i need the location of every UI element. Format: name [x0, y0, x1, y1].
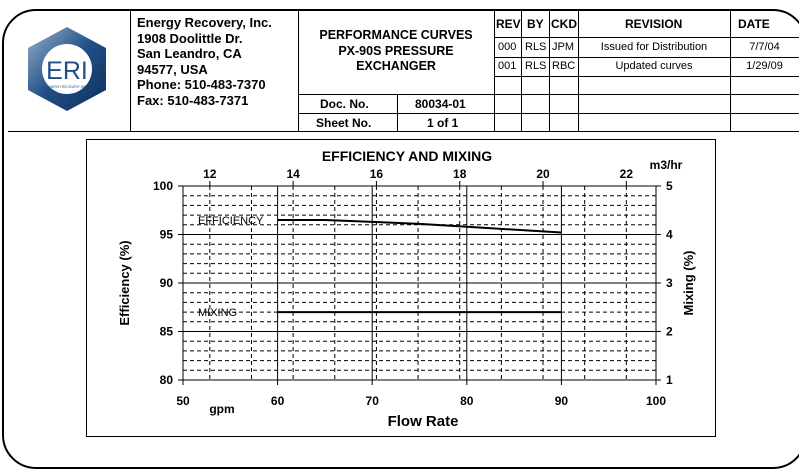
rev-row-rev: 000 [498, 41, 517, 53]
x-tick-label: 80 [460, 394, 474, 408]
company-phone: Phone: 510-483-7370 [137, 77, 266, 93]
rev-table-line [494, 37, 799, 38]
y-tick-label: 100 [153, 179, 173, 193]
company-info: Energy Recovery, Inc. 1908 Doolittle Dr.… [137, 15, 272, 109]
rev-header-date: DATE [738, 17, 770, 31]
rev-row-ckd: RBC [552, 60, 576, 72]
rev-row-description: Issued for Distribution [600, 41, 708, 53]
doc-no-label: Doc. No. [320, 97, 369, 111]
rev-header-rev: REV [496, 17, 521, 31]
sheet-no-label: Sheet No. [316, 116, 372, 130]
rev-table-line [494, 76, 799, 77]
rev-header-by: BY [527, 17, 544, 31]
x2-axis-unit: m3/hr [650, 158, 683, 172]
rev-header-ckd: CKD [551, 17, 577, 31]
sheet-no-value: 1 of 1 [427, 116, 459, 130]
header-divider [397, 94, 398, 131]
header-bottom-line [8, 131, 799, 132]
document-title: PERFORMANCE CURVES PX-90S PRESSURE EXCHA… [298, 28, 494, 75]
header-divider [494, 11, 495, 131]
rev-row-by: RLS [525, 41, 547, 53]
rev-header-revision: REVISION [625, 17, 683, 31]
chart-grid [182, 185, 657, 381]
rev-table-line [494, 113, 799, 114]
company-address-line2: San Leandro, CA [137, 46, 242, 62]
rev-row-date: 7/7/04 [749, 41, 780, 53]
rev-row-rev: 001 [498, 60, 517, 72]
efficiency-line [277, 218, 562, 234]
rev-table-line [521, 11, 522, 131]
company-address-line1: 1908 Doolittle Dr. [137, 30, 243, 46]
rev-row-by: RLS [525, 60, 547, 72]
document-title-line2: PX-90S PRESSURE [338, 43, 454, 58]
mixing-series-label: MIXING [198, 307, 237, 319]
doc-table-line [298, 113, 494, 114]
company-name: Energy Recovery, Inc. [137, 15, 272, 30]
rev-row-date: 1/29/09 [746, 60, 783, 72]
y2-tick-label: 4 [666, 228, 673, 242]
y-tick-label: 90 [160, 276, 174, 290]
document-title-line3: EXCHANGER [356, 59, 436, 73]
y-tick-label: 85 [160, 325, 174, 339]
rev-table-line [730, 11, 731, 131]
company-fax: Fax: 510-483-7371 [137, 92, 249, 108]
logo-text: ERI [46, 57, 88, 85]
y-tick-label: 95 [160, 228, 174, 242]
x-axis-label: Flow Rate [388, 413, 459, 430]
y2-tick-label: 2 [666, 325, 673, 339]
y2-tick-label: 5 [666, 179, 673, 193]
x2-tick-label: 22 [620, 167, 634, 181]
doc-no-value: 80034-01 [415, 97, 466, 111]
x2-tick-label: 12 [203, 167, 217, 181]
logo-subtext: ENERGY RECOVERY INC [48, 85, 87, 89]
rev-table-line [549, 11, 550, 131]
rev-row-description: Updated curves [615, 60, 693, 72]
y2-tick-label: 1 [666, 373, 673, 387]
y-tick-label: 80 [160, 373, 174, 387]
rev-row-ckd: JPM [552, 41, 574, 53]
x2-tick-label: 18 [453, 167, 467, 181]
x-axis-unit: gpm [209, 402, 234, 416]
document-title-line1: PERFORMANCE CURVES [319, 28, 473, 42]
doc-table-line [298, 94, 494, 95]
y2-axis-label: Mixing (%) [681, 251, 696, 316]
eri-logo: ERI ENERGY RECOVERY INC [28, 27, 106, 111]
x-tick-label: 50 [176, 394, 190, 408]
x2-tick-label: 20 [536, 167, 550, 181]
x2-tick-label: 16 [370, 167, 384, 181]
y-axis-label: Efficiency (%) [117, 240, 132, 325]
chart-title: EFFICIENCY AND MIXING [322, 148, 492, 164]
x-tick-label: 90 [555, 394, 569, 408]
header-divider [298, 11, 299, 131]
x2-tick-label: 14 [286, 167, 300, 181]
rev-table-line [578, 11, 579, 131]
y2-tick-label: 3 [666, 276, 673, 290]
rev-table-line [494, 94, 799, 95]
rev-table-line [494, 57, 799, 58]
x-tick-label: 60 [271, 394, 285, 408]
header-divider [130, 11, 131, 131]
efficiency-series-label: EFFICIENCY [198, 215, 264, 227]
chart-frame [86, 139, 716, 437]
x-tick-label: 100 [646, 394, 666, 408]
x-tick-label: 70 [366, 394, 380, 408]
company-address-line3: 94577, USA [137, 61, 208, 77]
